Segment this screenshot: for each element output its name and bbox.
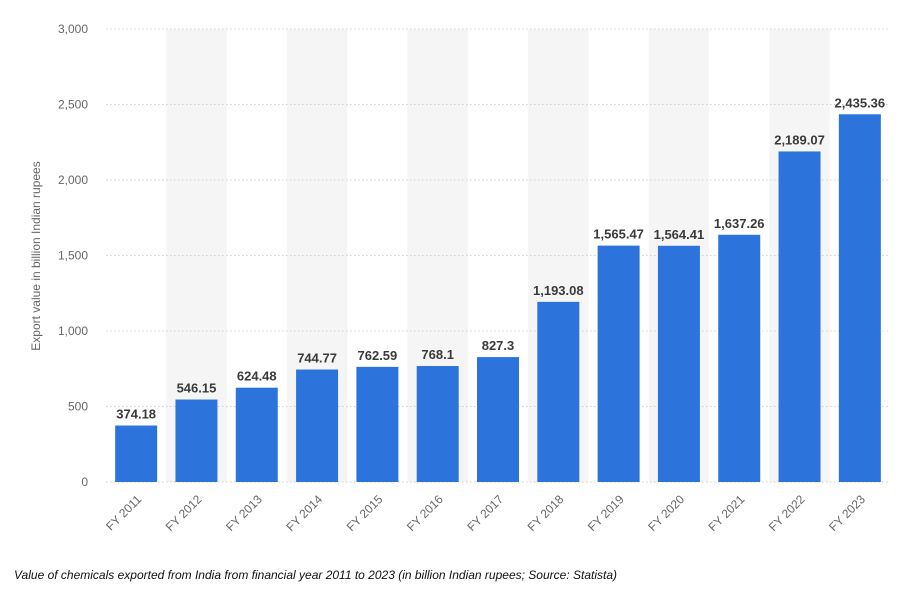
x-tick-label: FY 2023	[826, 492, 868, 534]
x-tick-label: FY 2012	[163, 492, 205, 534]
y-tick-label: 0	[81, 475, 88, 489]
x-tick-label: FY 2021	[706, 492, 748, 534]
data-label: 1,193.08	[533, 283, 584, 298]
chart-caption: Value of chemicals exported from India f…	[14, 568, 617, 582]
bar	[416, 366, 459, 482]
x-tick-label: FY 2016	[404, 492, 446, 534]
y-axis-label: Export value in billion Indian rupees	[29, 161, 43, 350]
data-label: 768.1	[421, 347, 454, 362]
bar-chart: 0 500 1,000 1,500 2,000 2,500 3,000 Export val…	[29, 22, 890, 534]
x-tick-label: FY 2017	[464, 492, 506, 534]
data-label: 744.77	[297, 351, 337, 366]
bar	[597, 245, 640, 482]
x-tick-label: FY 2018	[525, 492, 567, 534]
x-tick-label: FY 2013	[223, 492, 265, 534]
data-labels: 374.18 546.15 624.48 744.77 762.59 768.1 827.3…	[116, 95, 885, 421]
x-axis-ticks: FY 2011 FY 2012 FY 2013 FY 2014 FY 2015 FY 20…	[103, 492, 868, 534]
x-tick-label: FY 2019	[585, 492, 627, 534]
data-label: 827.3	[482, 338, 515, 353]
bar	[778, 151, 821, 482]
data-label: 1,565.47	[593, 227, 644, 242]
y-tick-label: 2,500	[58, 98, 88, 112]
bar	[537, 301, 580, 482]
x-tick-label: FY 2020	[645, 492, 687, 534]
x-tick-label: FY 2015	[344, 492, 386, 534]
y-tick-label: 500	[68, 400, 88, 414]
bar	[718, 234, 761, 482]
data-label: 624.48	[237, 369, 277, 384]
bars	[115, 114, 881, 482]
x-tick-label: FY 2022	[766, 492, 808, 534]
x-tick-label: FY 2011	[103, 492, 144, 533]
bar	[356, 366, 399, 482]
y-tick-label: 3,000	[58, 22, 88, 36]
bar	[235, 387, 278, 482]
data-label: 2,435.36	[835, 95, 886, 110]
data-label: 762.59	[358, 348, 398, 363]
data-label: 1,564.41	[654, 227, 705, 242]
bar	[838, 114, 881, 482]
bar	[657, 245, 700, 482]
x-tick-label: FY 2014	[283, 492, 325, 534]
y-axis-ticks: 0 500 1,000 1,500 2,000 2,500 3,000	[58, 22, 88, 489]
bar	[477, 357, 519, 482]
bar	[296, 369, 339, 482]
y-tick-label: 1,000	[58, 324, 88, 338]
bar	[175, 399, 218, 482]
data-label: 2,189.07	[774, 132, 825, 147]
data-label: 546.15	[177, 381, 217, 396]
data-label: 1,637.26	[714, 216, 765, 231]
y-tick-label: 1,500	[58, 249, 88, 263]
data-label: 374.18	[116, 406, 156, 421]
bar	[115, 425, 158, 482]
y-tick-label: 2,000	[58, 173, 88, 187]
